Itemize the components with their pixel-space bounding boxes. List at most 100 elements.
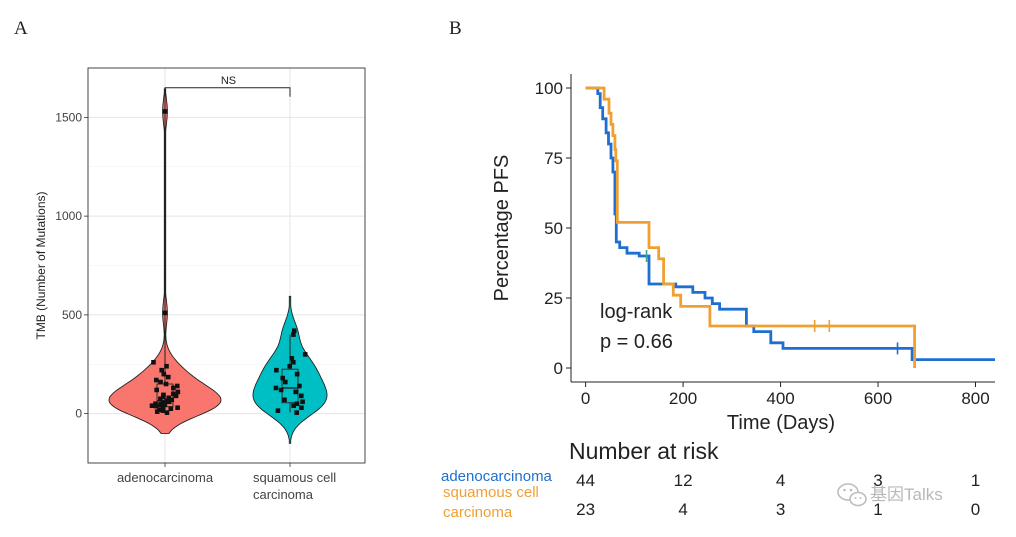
- y-axis-title: TMB (Number of Mutations): [34, 191, 48, 339]
- data-point: [154, 387, 159, 393]
- x-category-label: adenocarcinoma: [117, 470, 214, 485]
- km-x-tick-label: 0: [581, 389, 590, 408]
- risk-count: 23: [576, 500, 595, 519]
- data-point: [153, 401, 158, 407]
- risk-count: 44: [576, 471, 595, 490]
- data-point: [160, 404, 166, 410]
- data-point: [163, 381, 169, 387]
- data-point: [291, 403, 296, 409]
- watermark: 基因Talks: [837, 483, 943, 507]
- risk-count: 4: [776, 471, 785, 490]
- data-point: [294, 401, 300, 407]
- data-point: [164, 398, 169, 404]
- data-point: [166, 399, 172, 405]
- data-point: [161, 371, 167, 377]
- risk-row-label: carcinoma: [443, 504, 513, 521]
- km-y-tick-label: 25: [544, 289, 563, 308]
- km-curve-adenocarcinoma: [585, 86, 995, 361]
- data-point: [278, 387, 284, 393]
- data-point: [151, 359, 156, 365]
- km-y-tick-label: 50: [544, 219, 563, 238]
- km-y-axis-title: Percentage PFS: [491, 155, 513, 302]
- km-y-tick-label: 75: [544, 149, 563, 168]
- data-point: [294, 410, 300, 415]
- data-point: [153, 403, 159, 409]
- significance-bracket: [164, 87, 291, 97]
- violin-panel-border: [87, 67, 366, 464]
- violin-chart: 0 500 1000 1500 TMB (Number of Mutations) ade…: [34, 67, 366, 502]
- data-point: [154, 409, 160, 414]
- violin-squamous: [252, 295, 328, 444]
- km-y-tick-label: 100: [535, 79, 563, 98]
- risk-count: 3: [873, 471, 882, 490]
- x-category-label: squamous cell: [253, 470, 336, 485]
- data-point: [168, 406, 174, 411]
- risk-row-label: adenocarcinoma: [441, 468, 553, 485]
- data-point: [162, 310, 168, 316]
- data-point: [170, 391, 176, 397]
- data-point: [302, 352, 308, 357]
- data-point: [280, 375, 286, 381]
- risk-count: 1: [971, 471, 980, 490]
- km-x-tick-label: 400: [766, 389, 794, 408]
- data-point: [158, 396, 163, 402]
- wechat-icon: [837, 483, 867, 507]
- data-point: [289, 356, 295, 361]
- km-chart: 0 25 50 75 100 0 200 400 600 800 Time (Days) Percen…: [491, 74, 995, 434]
- data-point: [160, 394, 166, 400]
- data-point: [291, 328, 297, 333]
- x-category-label: carcinoma: [253, 487, 314, 502]
- data-point: [169, 397, 175, 403]
- risk-table: Number at risk adenocarcinoma 44 12 4 3 1 squam…: [441, 438, 980, 521]
- data-point: [287, 363, 293, 369]
- data-point: [282, 397, 287, 403]
- data-point: [158, 379, 163, 385]
- km-curve-squamous: [585, 86, 916, 368]
- risk-count: 12: [674, 471, 693, 490]
- data-point: [300, 399, 305, 405]
- data-point: [294, 371, 300, 377]
- risk-count: 4: [678, 500, 687, 519]
- km-x-tick-label: 800: [961, 389, 989, 408]
- km-y-tick-label: 0: [554, 359, 563, 378]
- data-point: [160, 408, 166, 413]
- y-tick-label: 0: [75, 407, 82, 421]
- data-point: [164, 410, 170, 415]
- risk-count: 3: [776, 500, 785, 519]
- risk-count: 0: [971, 500, 980, 519]
- data-point: [154, 377, 159, 383]
- y-tick-label: 1000: [55, 209, 82, 223]
- km-x-tick-label: 600: [864, 389, 892, 408]
- data-point: [293, 389, 299, 395]
- data-point: [291, 359, 296, 365]
- data-point: [149, 403, 155, 409]
- data-point: [158, 401, 163, 407]
- data-point: [174, 383, 180, 389]
- km-annotation-line: log-rank: [600, 301, 673, 323]
- km-annotation-line: p = 0.66: [600, 331, 673, 353]
- data-point: [173, 393, 179, 399]
- data-point: [175, 389, 181, 395]
- data-point: [298, 393, 304, 399]
- data-point: [159, 367, 165, 373]
- km-x-tick-label: 200: [669, 389, 697, 408]
- data-point: [297, 383, 302, 389]
- panel-letter-b: B: [449, 18, 462, 39]
- data-point: [282, 379, 288, 385]
- data-point: [299, 405, 304, 410]
- data-point: [175, 405, 180, 410]
- data-point: [166, 395, 172, 401]
- data-point: [273, 385, 279, 391]
- data-point: [291, 332, 296, 337]
- data-point: [275, 408, 281, 413]
- y-tick-label: 1500: [55, 110, 82, 124]
- y-tick-label: 500: [62, 308, 82, 322]
- risk-row-label: squamous cell: [443, 484, 539, 501]
- data-point: [171, 385, 176, 391]
- data-point: [165, 374, 171, 380]
- data-point: [274, 367, 279, 373]
- data-point: [164, 363, 169, 369]
- risk-count: 1: [873, 500, 882, 519]
- data-point: [162, 109, 168, 114]
